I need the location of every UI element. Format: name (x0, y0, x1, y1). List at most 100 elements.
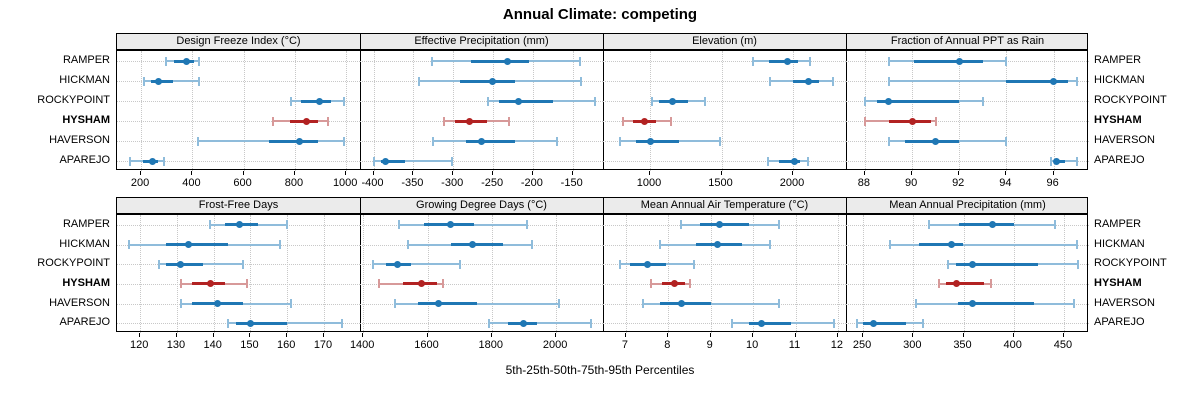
whisker-cap-95th (289, 299, 292, 308)
whisker-cap-5th (769, 76, 772, 86)
axis-tick-label: -200 (520, 177, 543, 189)
gridline-vertical (572, 51, 574, 171)
whisker-cap-95th (327, 116, 330, 126)
panel-strip-title-elevation-m: Elevation (m) (692, 35, 757, 47)
gridline-vertical (913, 215, 915, 333)
axis-tick (912, 333, 914, 337)
row-label-right-ramper: RAMPER (1094, 217, 1142, 230)
axis-tick-label: 1400 (349, 339, 375, 351)
whisker-cap-5th (197, 136, 199, 146)
median-dot (295, 137, 303, 145)
median-dot (503, 57, 511, 65)
axis-tick-label: 170 (313, 339, 333, 351)
whisker-cap-95th (809, 56, 812, 66)
whisker-cap-95th (594, 96, 596, 106)
whisker-box-25-75 (700, 223, 749, 227)
axis-tick-label: -250 (481, 177, 504, 189)
whisker-cap-5th (1050, 156, 1053, 166)
axis-tick (624, 333, 626, 337)
axis-tick (286, 333, 288, 337)
panel-mean-annual-air-temperature-c (603, 215, 846, 333)
axis-tick (1052, 171, 1054, 175)
whisker-cap-5th (767, 156, 769, 166)
axis-tick (345, 171, 347, 175)
panel-strip-title-growing-degree-days-c: Growing Degree Days (°C) (416, 199, 547, 211)
whisker-cap-95th (688, 279, 691, 289)
whisker-cap-5th (658, 240, 661, 249)
row-label-right-hickman: HICKMAN (1094, 237, 1145, 250)
axis-tick-label: 94 (999, 177, 1012, 189)
axis-tick-label: -300 (441, 177, 464, 189)
panel-elevation-m (603, 51, 846, 171)
gridline-vertical (912, 51, 914, 171)
whisker-cap-95th (590, 318, 593, 328)
row-label-left-aparejo: APAREJO (59, 154, 110, 166)
gridline-horizontal (117, 61, 360, 62)
axis-tick (962, 333, 964, 337)
median-dot (790, 157, 798, 165)
whisker-cap-5th (129, 156, 132, 166)
axis-tick-label: 10 (745, 339, 759, 351)
whisker-box-25-75 (919, 243, 964, 246)
median-dot (969, 300, 976, 307)
median-dot (713, 241, 721, 248)
whisker-box-25-75 (955, 262, 1038, 266)
row-label-left-hickman: HICKMAN (59, 74, 110, 86)
whisker-box-25-75 (269, 139, 318, 143)
gridline-vertical (1063, 215, 1065, 333)
gridline-vertical (294, 51, 296, 171)
whisker-range-5-95 (488, 322, 592, 325)
gridline-horizontal (603, 121, 846, 122)
whisker-cap-95th (278, 240, 281, 249)
whisker-cap-95th (692, 259, 695, 269)
axis-tick (293, 171, 295, 175)
whisker-cap-95th (531, 240, 533, 249)
row-label-left-hickman: HICKMAN (59, 237, 110, 250)
whisker-box-25-75 (914, 59, 983, 63)
median-dot (469, 241, 476, 248)
whisker-cap-95th (981, 96, 984, 106)
whisker-cap-95th (1076, 240, 1078, 249)
whisker-box-25-75 (635, 139, 679, 143)
axis-tick-label: 2000 (779, 177, 805, 189)
strip-separator (360, 198, 361, 213)
axis-tick-label: 9 (706, 339, 713, 351)
whisker-box-25-75 (876, 99, 960, 103)
whisker-cap-95th (832, 76, 834, 86)
axis-tick (1012, 333, 1014, 337)
axis-tick (175, 333, 177, 337)
whisker-cap-5th (863, 96, 866, 106)
panel-separator (360, 51, 361, 169)
whisker-cap-5th (680, 220, 682, 230)
axis-tick-label: 88 (857, 177, 871, 189)
axis-tick (323, 333, 324, 337)
gridline-vertical (963, 215, 965, 333)
panel-mean-annual-precipitation-mm (846, 215, 1089, 333)
axis-tick (249, 333, 251, 337)
whisker-cap-95th (1076, 156, 1079, 166)
whisker-cap-95th (286, 220, 289, 230)
whisker-box-25-75 (165, 262, 203, 266)
gridline-horizontal (846, 161, 1089, 162)
whisker-box-25-75 (151, 79, 174, 83)
axis-tick-label: 92 (952, 177, 965, 189)
row-label-left-hysham: HYSHAM (62, 114, 110, 126)
gridline-vertical (556, 215, 558, 333)
whisker-cap-95th (1005, 56, 1008, 66)
axis-tick-label: 8 (664, 339, 671, 351)
whisker-cap-95th (342, 96, 345, 106)
whisker-cap-95th (1005, 136, 1008, 146)
median-dot (417, 280, 425, 288)
median-dot (184, 241, 192, 248)
median-dot (646, 137, 654, 145)
axis-tick-label: 250 (852, 339, 872, 351)
whisker-box-25-75 (659, 302, 711, 305)
panel-strip-title-mean-annual-precipitation-mm: Mean Annual Precipitation (mm) (889, 199, 1046, 211)
gridline-horizontal (360, 323, 603, 325)
axis-tick-label: 800 (284, 177, 304, 189)
whisker-cap-95th (777, 220, 780, 230)
gridline-vertical (532, 51, 534, 171)
axis-tick-label: 600 (233, 177, 252, 189)
whisker-cap-5th (751, 56, 754, 66)
gridline-horizontal (603, 264, 846, 266)
